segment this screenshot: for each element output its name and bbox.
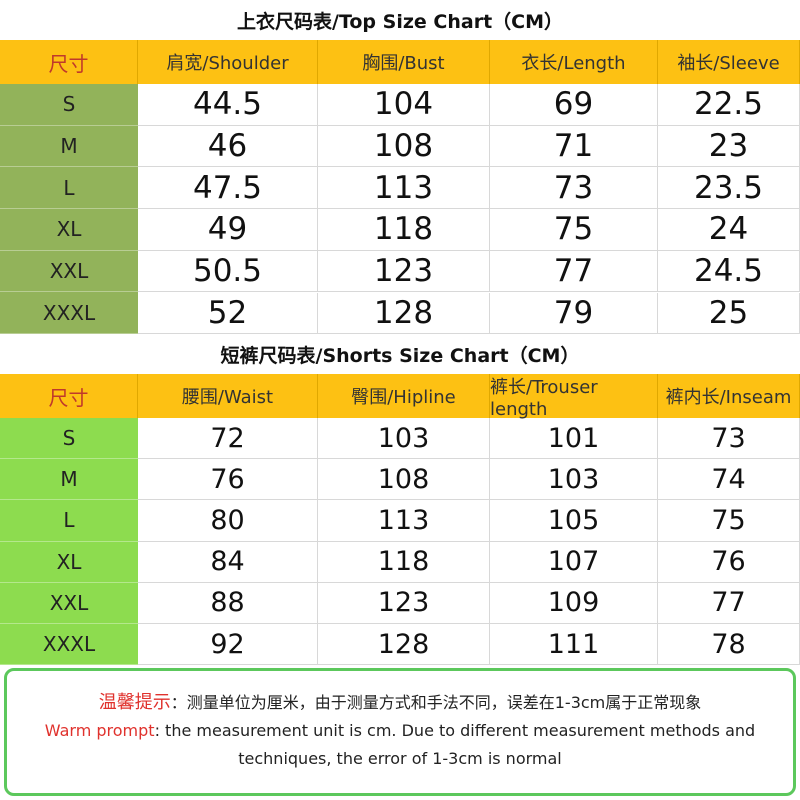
table-cell: 52 — [138, 292, 318, 335]
header-cell: 胸围/Bust — [318, 40, 490, 84]
size-label: S — [0, 418, 138, 460]
table-cell: 108 — [318, 125, 490, 168]
table-cell: 118 — [318, 209, 490, 251]
header-cell: 裤内长/Inseam — [658, 374, 800, 418]
table-cell: 46 — [138, 125, 318, 168]
size-label: M — [0, 459, 138, 501]
table-cell: 74 — [658, 459, 800, 501]
table-cell: 25 — [658, 292, 800, 335]
table-cell: 104 — [318, 84, 490, 126]
table-cell: 101 — [490, 418, 658, 460]
header-cell: 腰围/Waist — [138, 374, 318, 418]
table-title: 上衣尺码表/Top Size Chart（CM） — [237, 10, 563, 33]
table-cell: 73 — [490, 167, 658, 210]
note-text-en: : the measurement unit is cm. Due to dif… — [154, 721, 756, 768]
table-cell: 69 — [490, 84, 658, 126]
table-cell: 108 — [318, 459, 490, 501]
table-cell: 80 — [138, 500, 318, 542]
note-label-cn: 温馨提示 — [98, 692, 171, 713]
table-cell: 103 — [490, 459, 658, 501]
table-cell: 77 — [490, 250, 658, 293]
table-cell: 123 — [318, 250, 490, 293]
table-cell: 128 — [318, 292, 490, 335]
table-cell: 23 — [658, 125, 800, 168]
table-cell: 49 — [138, 209, 318, 251]
table-cell: 118 — [318, 541, 490, 583]
size-label: XXL — [0, 251, 138, 293]
table-cell: 24 — [658, 209, 800, 251]
note-text-cn: ：测量单位为厘米，由于测量方式和手法不同，误差在1-3cm属于正常现象 — [170, 693, 702, 712]
table-cell: 75 — [658, 500, 800, 542]
header-cell: 裤长/Trouser length — [490, 374, 658, 420]
table-cell: 23.5 — [658, 167, 800, 210]
table-cell: 107 — [490, 541, 658, 583]
table-cell: 76 — [138, 459, 318, 501]
size-column — [0, 418, 138, 666]
table-cell: 78 — [658, 624, 800, 666]
size-label: L — [0, 500, 138, 542]
size-label: S — [0, 84, 138, 126]
table-cell: 128 — [318, 624, 490, 666]
table-cell: 71 — [490, 125, 658, 168]
table-cell: 73 — [658, 418, 800, 460]
table-cell: 113 — [318, 167, 490, 210]
size-label: XXXL — [0, 293, 138, 335]
size-label: L — [0, 167, 138, 210]
table-cell: 111 — [490, 624, 658, 666]
header-cell: 袖长/Sleeve — [658, 40, 800, 84]
table-title: 短裤尺码表/Shorts Size Chart（CM） — [220, 344, 580, 367]
note-label-en: Warm prompt — [44, 721, 155, 740]
size-label: XL — [0, 542, 138, 583]
header-cell: 尺寸 — [0, 374, 138, 418]
table-cell: 47.5 — [138, 167, 318, 210]
table-cell: 44.5 — [138, 84, 318, 126]
table-cell: 50.5 — [138, 250, 318, 293]
table-cell: 92 — [138, 624, 318, 666]
table-cell: 76 — [658, 541, 800, 583]
table-cell: 79 — [490, 292, 658, 335]
table-cell: 77 — [658, 582, 800, 624]
table-cell: 123 — [318, 582, 490, 624]
size-label: XL — [0, 209, 138, 251]
header-cell: 尺寸 — [0, 40, 138, 84]
table-cell: 72 — [138, 418, 318, 460]
size-label: M — [0, 126, 138, 168]
header-cell: 衣长/Length — [490, 40, 658, 84]
note-cn: 温馨提示：测量单位为厘米，由于测量方式和手法不同，误差在1-3cm属于正常现象 — [17, 689, 783, 717]
table-cell: 109 — [490, 582, 658, 624]
table-cell: 84 — [138, 541, 318, 583]
note-box: 温馨提示：测量单位为厘米，由于测量方式和手法不同，误差在1-3cm属于正常现象 … — [4, 668, 796, 796]
header-cell: 臀围/Hipline — [318, 374, 490, 418]
table-cell: 75 — [490, 209, 658, 251]
table-cell: 113 — [318, 500, 490, 542]
size-label: XXL — [0, 583, 138, 624]
table-cell: 22.5 — [658, 84, 800, 126]
table-cell: 88 — [138, 582, 318, 624]
size-label: XXXL — [0, 624, 138, 666]
header-cell: 肩宽/Shoulder — [138, 40, 318, 84]
table-cell: 105 — [490, 500, 658, 542]
size-column — [0, 84, 138, 335]
note-en: Warm prompt: the measurement unit is cm.… — [17, 717, 783, 773]
table-cell: 24.5 — [658, 250, 800, 293]
table-cell: 103 — [318, 418, 490, 460]
